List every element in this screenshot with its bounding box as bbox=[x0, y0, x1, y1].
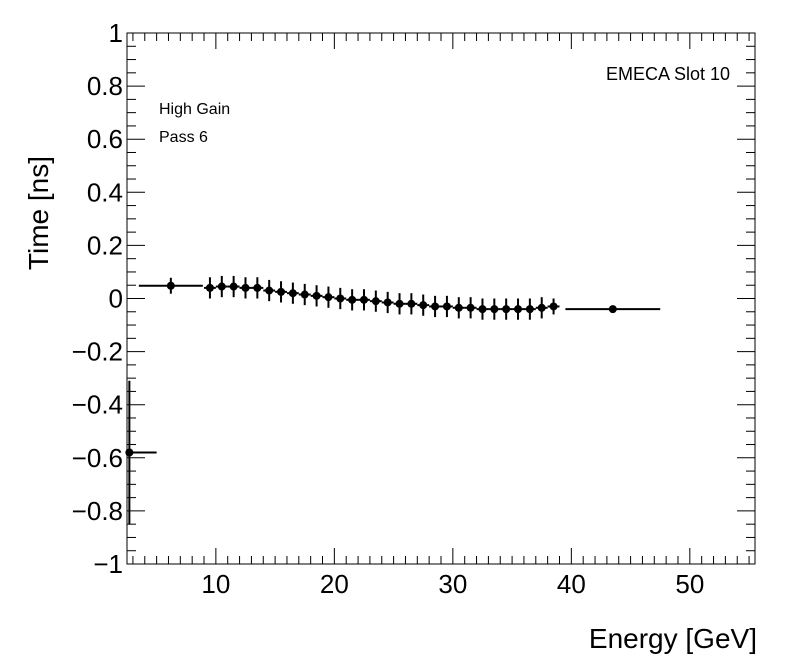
marker bbox=[466, 303, 475, 312]
data-point bbox=[251, 277, 264, 299]
data-point bbox=[275, 281, 287, 303]
data-point bbox=[441, 295, 453, 318]
data-point bbox=[523, 298, 536, 320]
y-tick-label: −1 bbox=[93, 549, 123, 579]
y-tick-label: 1 bbox=[109, 18, 123, 48]
y-tick-label: 0.8 bbox=[87, 71, 123, 101]
data-point bbox=[476, 298, 489, 320]
annotation-gain: High Gain bbox=[159, 101, 230, 118]
y-tick-label: −0.6 bbox=[72, 443, 123, 473]
data-point bbox=[381, 291, 394, 314]
data-points bbox=[125, 275, 661, 525]
data-point bbox=[565, 305, 661, 314]
marker bbox=[359, 295, 368, 304]
marker bbox=[312, 291, 321, 300]
data-point bbox=[298, 283, 311, 306]
marker bbox=[288, 289, 297, 298]
marker bbox=[490, 305, 499, 314]
data-point bbox=[535, 297, 548, 319]
y-tick-label: 0.2 bbox=[87, 230, 123, 260]
marker bbox=[324, 293, 333, 302]
data-point bbox=[464, 297, 477, 319]
x-tick-label: 20 bbox=[320, 569, 349, 599]
y-tick-label: 0 bbox=[109, 284, 123, 314]
data-point bbox=[369, 290, 382, 312]
data-point bbox=[125, 380, 157, 525]
data-point bbox=[322, 286, 335, 308]
x-tick-label: 50 bbox=[675, 569, 704, 599]
annotation-slot: EMECA Slot 10 bbox=[606, 64, 730, 84]
data-point bbox=[405, 293, 418, 315]
data-point bbox=[204, 277, 216, 299]
marker bbox=[442, 302, 451, 311]
marker bbox=[419, 301, 428, 310]
data-point bbox=[488, 298, 501, 320]
data-point bbox=[310, 285, 323, 307]
marker bbox=[454, 303, 463, 312]
marker bbox=[395, 299, 404, 308]
annotation-pass: Pass 6 bbox=[159, 129, 208, 146]
y-tick-label: −0.2 bbox=[72, 337, 123, 367]
marker bbox=[431, 302, 440, 311]
marker bbox=[217, 282, 226, 291]
data-point bbox=[393, 293, 406, 315]
y-tick-label: −0.4 bbox=[72, 390, 123, 420]
marker bbox=[253, 283, 262, 292]
data-point bbox=[429, 295, 441, 318]
y-tick-label: 0.6 bbox=[87, 124, 123, 154]
marker bbox=[525, 305, 534, 314]
marker bbox=[383, 298, 392, 307]
data-point bbox=[263, 279, 276, 302]
marker bbox=[300, 290, 309, 299]
data-point bbox=[334, 287, 347, 310]
data-point bbox=[239, 277, 252, 299]
marker bbox=[608, 305, 617, 314]
x-tick-label: 30 bbox=[438, 569, 467, 599]
marker bbox=[537, 303, 546, 312]
marker bbox=[502, 305, 511, 314]
data-point bbox=[512, 298, 524, 320]
marker bbox=[265, 286, 274, 295]
x-axis-label: Energy [GeV] bbox=[589, 623, 757, 654]
data-point bbox=[138, 277, 203, 294]
x-tick-label: 10 bbox=[201, 569, 230, 599]
marker bbox=[371, 297, 380, 306]
marker bbox=[549, 302, 558, 311]
y-tick-label: 0.4 bbox=[87, 177, 123, 207]
data-point bbox=[547, 298, 560, 315]
marker bbox=[229, 282, 238, 291]
y-tick-label: −0.8 bbox=[72, 496, 123, 526]
marker bbox=[514, 305, 523, 314]
data-point bbox=[452, 297, 465, 319]
data-point bbox=[358, 289, 370, 311]
data-point bbox=[215, 275, 228, 298]
x-tick-label: 40 bbox=[557, 569, 586, 599]
marker bbox=[166, 281, 175, 290]
data-point bbox=[346, 289, 359, 311]
marker bbox=[478, 305, 487, 314]
marker bbox=[205, 283, 214, 292]
marker bbox=[407, 299, 416, 308]
marker bbox=[241, 283, 250, 292]
y-axis-label: Time [ns] bbox=[23, 156, 54, 270]
data-point bbox=[417, 294, 430, 316]
axis-tick-labels: 10 20 30 40 50 −1 −0.8 −0.6 −0.4 −0.2 0 0.2 0.4 0.6 0.… bbox=[72, 18, 705, 599]
marker bbox=[336, 294, 345, 303]
marker bbox=[348, 295, 357, 304]
data-point bbox=[500, 298, 513, 320]
data-point bbox=[227, 275, 240, 298]
marker bbox=[125, 448, 134, 457]
data-point bbox=[286, 282, 299, 304]
marker bbox=[277, 287, 286, 296]
